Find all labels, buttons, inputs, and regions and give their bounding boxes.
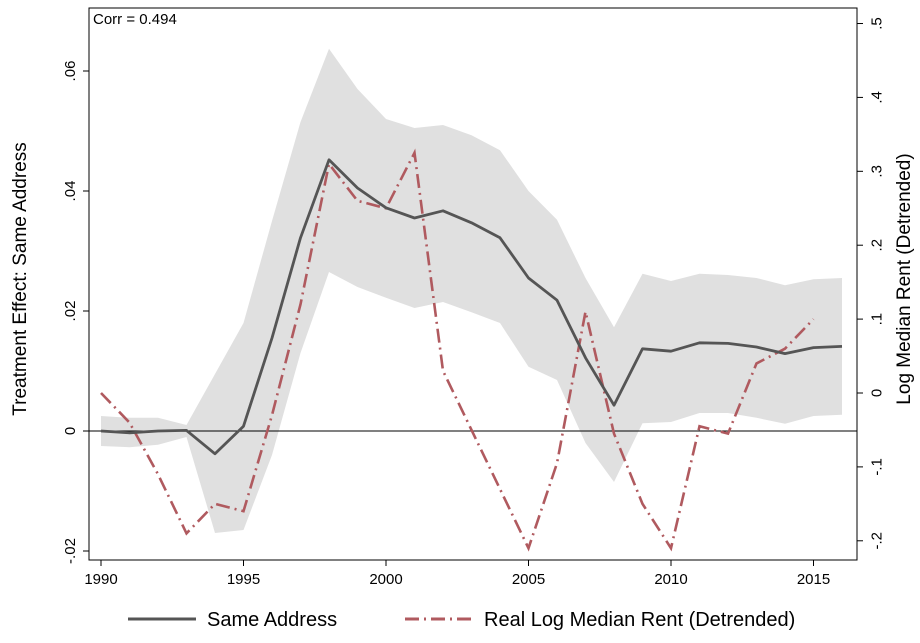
y2-tick-label: .3 xyxy=(868,165,885,178)
y2-axis-title: Log Median Rent (Detrended) xyxy=(894,153,915,404)
y-axis-title: Treatment Effect: Same Address xyxy=(10,142,31,416)
legend-label-same-address: Same Address xyxy=(207,609,337,631)
series-line-same-address xyxy=(100,158,843,456)
x-tick-label: 1995 xyxy=(227,571,260,588)
y-tick-label: .02 xyxy=(62,301,79,322)
x-tick-label: 2015 xyxy=(797,571,830,588)
x-tick-label: 2010 xyxy=(654,571,687,588)
y2-tick-label: .4 xyxy=(868,91,885,104)
y2-tick-label: 0 xyxy=(868,389,885,397)
plot-frame xyxy=(88,7,858,561)
y2-tick-label: -.1 xyxy=(868,458,885,476)
correlation-annotation: Corr = 0.494 xyxy=(93,11,177,28)
y-tick-label: .06 xyxy=(62,61,79,82)
legend: Same Address Real Log Median Rent (Detre… xyxy=(128,609,795,631)
confidence-band-layer xyxy=(101,48,842,534)
confidence-band xyxy=(101,48,842,534)
y-tick-label: 0 xyxy=(62,427,79,435)
legend-label-rent: Real Log Median Rent (Detrended) xyxy=(484,609,795,631)
y-tick-label: -.02 xyxy=(62,538,79,564)
y2-tick-label: -.2 xyxy=(868,532,885,550)
y-tick-label: .04 xyxy=(62,181,79,202)
x-tick-label: 1990 xyxy=(84,571,117,588)
y2-tick-label: .2 xyxy=(868,239,885,252)
x-tick-label: 2000 xyxy=(369,571,402,588)
y2-tick-label: .5 xyxy=(868,17,885,30)
axes-layer: 1990 1995 2000 2005 2010 2015 -.02 0 .02 .04 .06 -.… xyxy=(62,7,885,588)
y2-tick-label: .1 xyxy=(868,313,885,326)
series-lines-layer xyxy=(89,148,857,552)
series-line-rent xyxy=(100,148,815,552)
x-tick-label: 2005 xyxy=(512,571,545,588)
